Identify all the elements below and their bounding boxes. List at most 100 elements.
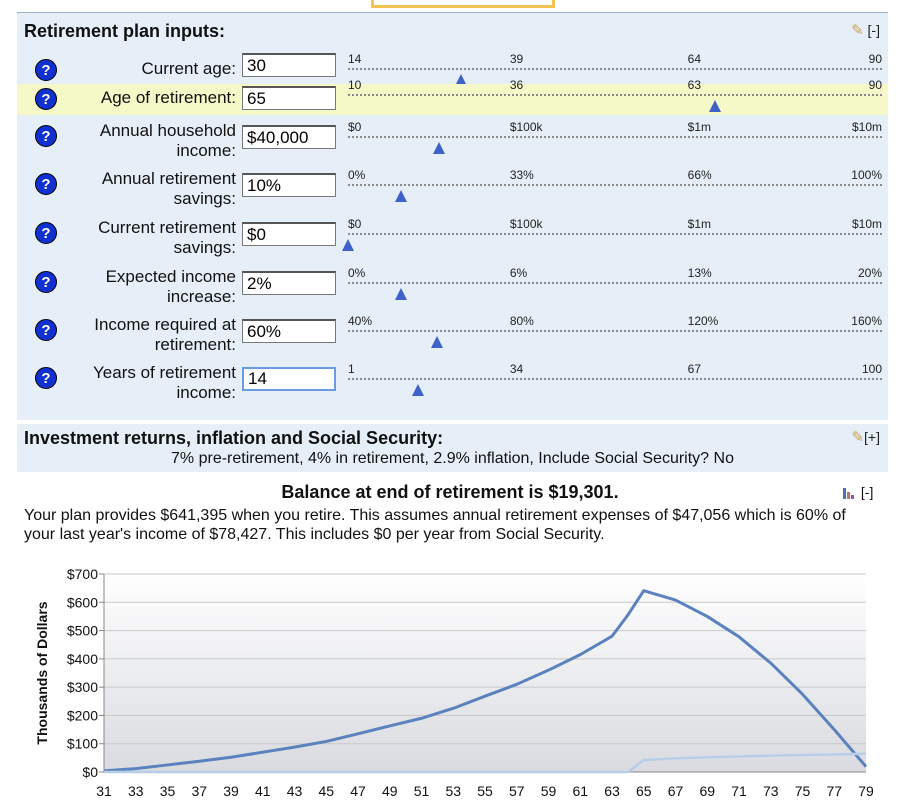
field-label-line: savings: — [173, 189, 236, 208]
balance-title: Balance at end of retirement is $19,301. — [281, 482, 619, 502]
help-icon[interactable]: ? — [35, 271, 57, 293]
help-icon[interactable]: ? — [35, 88, 57, 110]
slider-thumb[interactable] — [709, 100, 722, 112]
collapse-toggle[interactable]: ✎ [-] — [851, 22, 880, 39]
field-label: Income required at retirement: — [94, 315, 236, 355]
field-label-line: income: — [176, 141, 236, 160]
slider-tick-label: 120% — [687, 314, 719, 328]
x-tick-label: 67 — [668, 783, 684, 799]
slider-tick-label: 80% — [509, 314, 534, 328]
slider-track — [348, 184, 882, 186]
slider-thumb[interactable] — [431, 336, 444, 348]
slider-tick-label: $1m — [687, 120, 711, 134]
field-label: Current retirement savings: — [98, 218, 236, 258]
field-label-line: Current retirement — [98, 218, 236, 237]
slider-tick-label: $100k — [509, 217, 543, 231]
slider-tick-label: 67 — [687, 362, 701, 376]
field-input[interactable] — [242, 367, 336, 391]
x-tick-label: 63 — [604, 783, 620, 799]
slider-track — [348, 233, 882, 235]
field-label-line: retirement: — [154, 335, 236, 354]
x-tick-label: 43 — [287, 783, 303, 799]
balance-summary: Your plan provides $641,395 when you ret… — [24, 507, 846, 543]
field-label: Annual household income: — [100, 121, 236, 161]
slider-tick-label: 20% — [857, 266, 882, 280]
field-input[interactable] — [242, 53, 336, 77]
field-input[interactable] — [242, 173, 336, 197]
field-label-line: Income required at — [94, 315, 236, 334]
input-row: ? Current age: 14 39 64 90 — [17, 52, 888, 88]
balance-chart: $0 $100 $200 $300 $400 $500 $600 $700 31 33 35 37 39… — [34, 566, 874, 799]
help-icon[interactable]: ? — [35, 222, 57, 244]
x-tick-label: 57 — [509, 783, 525, 799]
x-tick-label: 73 — [763, 783, 779, 799]
slider-track — [348, 68, 882, 70]
x-tick-label: 65 — [636, 783, 652, 799]
slider-tick-label: 6% — [509, 266, 528, 280]
value-slider[interactable]: 40% 80% 120% 160% — [348, 314, 882, 354]
returns-summary: 7% pre-retirement, 4% in retirement, 2.9… — [171, 450, 734, 467]
value-slider[interactable]: $0 $100k $1m $10m — [342, 217, 882, 257]
slider-tick-label: 0% — [348, 168, 366, 182]
y-tick-label: $700 — [67, 566, 98, 582]
field-input[interactable] — [242, 222, 336, 246]
field-input[interactable] — [242, 319, 336, 343]
slider-tick-label: 64 — [687, 52, 701, 66]
help-icon[interactable]: ? — [35, 367, 57, 389]
value-slider[interactable]: 1 34 67 100 — [348, 362, 882, 402]
x-tick-label: 79 — [858, 783, 874, 799]
value-slider[interactable]: 14 39 64 90 — [348, 52, 882, 92]
slider-tick-label: 10 — [348, 78, 362, 92]
field-input[interactable] — [242, 271, 336, 295]
slider-tick-label: 90 — [868, 52, 882, 66]
field-label: Age of retirement: — [101, 88, 236, 108]
pencil-icon: ✎ — [851, 22, 864, 39]
slider-thumb[interactable] — [395, 190, 408, 202]
field-input[interactable] — [242, 86, 336, 110]
slider-tick-label: 34 — [509, 362, 524, 376]
slider-tick-label: 13% — [687, 266, 712, 280]
slider-track — [348, 330, 882, 332]
slider-tick-label: 1 — [348, 362, 355, 376]
x-tick-label: 31 — [96, 783, 112, 799]
input-row: ? Age of retirement: 10 36 63 90 — [17, 78, 888, 115]
help-icon[interactable]: ? — [35, 125, 57, 147]
field-label-line: savings: — [173, 238, 236, 257]
help-icon[interactable]: ? — [35, 59, 57, 81]
field-label: Years of retirement income: — [93, 363, 236, 403]
slider-track — [348, 282, 882, 284]
help-icon[interactable]: ? — [35, 173, 57, 195]
slider-thumb[interactable] — [395, 288, 408, 300]
slider-thumb[interactable] — [454, 74, 467, 86]
y-tick-label: $200 — [67, 707, 98, 723]
x-tick-label: 59 — [541, 783, 557, 799]
value-slider[interactable]: $0 $100k $1m $10m — [348, 120, 882, 160]
help-icon[interactable]: ? — [35, 319, 57, 341]
value-slider[interactable]: 10 36 63 90 — [348, 78, 882, 118]
chart-toggle[interactable]: [-] — [843, 484, 873, 500]
slider-tick-label: 160% — [851, 314, 882, 328]
bar-chart-icon — [843, 488, 854, 499]
field-label-line: Current age: — [141, 59, 237, 78]
slider-tick-label: 100% — [851, 168, 882, 182]
field-label-line: income: — [176, 383, 236, 402]
pencil-icon: ✎ — [851, 429, 865, 446]
value-slider[interactable]: 0% 33% 66% 100% — [348, 168, 882, 208]
slider-thumb[interactable] — [432, 142, 445, 154]
x-tick-label: 75 — [795, 783, 811, 799]
value-slider[interactable]: 0% 6% 13% 20% — [348, 266, 882, 306]
field-label-line: Age of retirement: — [100, 88, 236, 107]
panel-title: Investment returns, inflation and Social… — [24, 428, 444, 448]
slider-thumb[interactable] — [342, 239, 354, 251]
x-tick-label: 61 — [572, 783, 588, 799]
x-tick-label: 41 — [255, 783, 271, 799]
expand-toggle[interactable]: ✎[+] — [851, 429, 880, 446]
slider-tick-label: 63 — [687, 78, 701, 92]
slider-thumb[interactable] — [411, 384, 424, 396]
y-tick-label: $100 — [67, 736, 98, 752]
series-line — [103, 589, 868, 773]
field-input[interactable] — [242, 125, 336, 149]
slider-tick-label: 14 — [348, 52, 362, 66]
